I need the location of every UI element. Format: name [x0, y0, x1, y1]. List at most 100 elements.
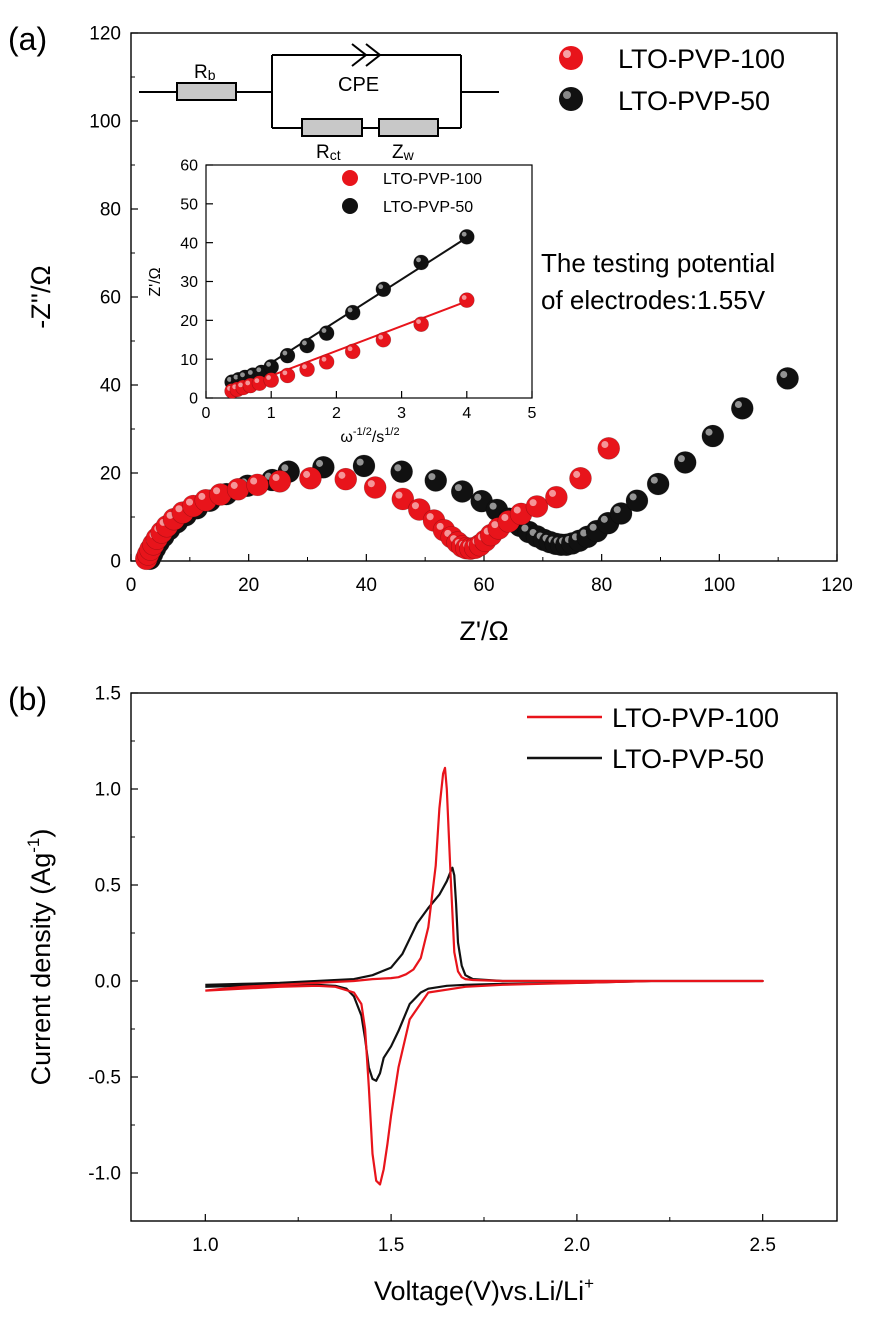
- inset-point-lto-pvp-100-highlight: [416, 319, 421, 324]
- testing-potential-line2: of electrodes:1.55V: [541, 285, 766, 315]
- inset-point-lto-pvp-50-highlight: [347, 307, 353, 313]
- cv-curve-lto-pvp-50: [205, 866, 764, 1082]
- y-tick-label: 0.5: [95, 876, 121, 897]
- nyquist-point-lto-pvp-100: [334, 467, 358, 491]
- inset-point-lto-pvp-50: [279, 347, 296, 364]
- nyquist-point-lto-pvp-100-highlight: [548, 489, 557, 497]
- nyquist-point-lto-pvp-50-highlight: [650, 476, 658, 484]
- y-tick-label: 60: [100, 288, 121, 309]
- x-tick-label: 1: [267, 405, 276, 422]
- y-tick-label: 20: [100, 464, 121, 485]
- inset-point-lto-pvp-100: [263, 372, 280, 388]
- inset-point-lto-pvp-100: [318, 354, 335, 370]
- nyquist-point-lto-pvp-50: [646, 472, 670, 496]
- nyquist-point-lto-pvp-50-highlight: [281, 464, 289, 472]
- x-tick-label: 0: [202, 405, 211, 422]
- x-tick-label: 80: [591, 575, 612, 596]
- inset-point-lto-pvp-50: [344, 304, 361, 321]
- nyquist-point-lto-pvp-50-highlight: [521, 524, 529, 532]
- inset-x-label: ω-1/2/s1/2: [340, 426, 399, 446]
- inset-y-label: Z'/Ω: [147, 267, 164, 296]
- nyquist-point-lto-pvp-100: [268, 470, 292, 493]
- nyquist-point-lto-pvp-50: [673, 451, 697, 474]
- nyquist-point-lto-pvp-100: [226, 477, 250, 501]
- inset-point-lto-pvp-100: [458, 292, 475, 308]
- inset-point-lto-pvp-100-highlight: [347, 346, 353, 352]
- inset-point-lto-pvp-50-highlight: [461, 231, 467, 237]
- nyquist-point-lto-pvp-100-highlight: [426, 513, 434, 521]
- inset-point-lto-pvp-100-highlight: [282, 370, 288, 376]
- y-tick-label: 120: [89, 24, 121, 45]
- x-tick-label: 1.0: [192, 1235, 218, 1256]
- panel-b-label: (b): [8, 681, 47, 717]
- inset-point-lto-pvp-50: [263, 359, 280, 375]
- legend-marker-lto-pvp-50: [559, 87, 583, 111]
- inset-point-lto-pvp-100-highlight: [245, 380, 251, 386]
- legend-marker-highlight: [563, 50, 571, 58]
- nyquist-point-lto-pvp-50-highlight: [316, 459, 324, 467]
- x-tick-label: 4: [462, 405, 471, 422]
- nyquist-point-lto-pvp-100-highlight: [213, 487, 221, 495]
- cv-ticks: 1.0 1.5 2.0 2.5 -1.0 -0.5 0.0 0.5 1.0 1.5: [88, 684, 776, 1256]
- nyquist-point-lto-pvp-50: [450, 480, 474, 503]
- resistor-rb: [176, 82, 237, 101]
- nyquist-point-lto-pvp-100: [545, 485, 568, 509]
- x-tick-label: 120: [821, 575, 853, 596]
- inset-point-lto-pvp-100: [279, 367, 296, 384]
- nyquist-point-lto-pvp-50-highlight: [613, 506, 621, 514]
- y-tick-label: 40: [180, 235, 198, 252]
- equivalent-circuit-diagram: [139, 43, 499, 137]
- y-tick-label: 30: [180, 274, 198, 291]
- nyquist-point-lto-pvp-50-highlight: [705, 428, 713, 436]
- y-tick-label: 100: [89, 112, 121, 133]
- nyquist-point-lto-pvp-100-highlight: [513, 506, 521, 514]
- nyquist-point-lto-pvp-50-highlight: [580, 529, 588, 537]
- y-tick-label: 40: [100, 376, 121, 397]
- nyquist-point-lto-pvp-100: [299, 466, 322, 490]
- inset-point-lto-pvp-50-highlight: [247, 370, 253, 375]
- inset-legend: LTO-PVP-100 LTO-PVP-50: [342, 170, 482, 216]
- y-tick-label: 10: [180, 352, 198, 369]
- nyquist-point-lto-pvp-50-highlight: [629, 493, 637, 501]
- nyquist-point-lto-pvp-100: [246, 473, 269, 497]
- inset-point-lto-pvp-100: [299, 361, 315, 378]
- legend-marker-highlight: [563, 91, 571, 99]
- cpe-label: CPE: [338, 74, 379, 96]
- inset-point-lto-pvp-100-highlight: [461, 295, 467, 300]
- inset-points: [224, 229, 475, 399]
- y-tick-label: 1.0: [95, 780, 121, 801]
- y-tick-label: 60: [180, 158, 198, 175]
- nyquist-x-label: Z'/Ω: [459, 616, 508, 646]
- inset-point-lto-pvp-50-highlight: [233, 374, 239, 380]
- nyquist-point-lto-pvp-100-highlight: [250, 477, 258, 485]
- nyquist-point-lto-pvp-50-highlight: [474, 493, 482, 501]
- inset-point-lto-pvp-100-highlight: [238, 382, 243, 388]
- inset-legend-label-lto-pvp-100: LTO-PVP-100: [383, 171, 482, 188]
- nyquist-point-lto-pvp-50-highlight: [589, 523, 597, 531]
- x-tick-label: 2.5: [749, 1235, 775, 1256]
- y-tick-label: 0: [110, 552, 121, 573]
- x-tick-label: 0: [126, 575, 137, 596]
- x-tick-label: 5: [528, 405, 537, 422]
- inset-point-lto-pvp-100: [375, 331, 392, 348]
- inset-point-lto-pvp-50: [375, 281, 392, 298]
- resistor-rct: [301, 118, 363, 137]
- inset-legend-label-lto-pvp-50: LTO-PVP-50: [383, 199, 473, 216]
- nyquist-point-lto-pvp-100: [597, 437, 621, 460]
- x-tick-label: 40: [356, 575, 377, 596]
- nyquist-point-lto-pvp-50-highlight: [734, 400, 742, 408]
- y-tick-label: -0.5: [88, 1068, 121, 1089]
- rb-label: Rb: [194, 62, 216, 83]
- nyquist-point-lto-pvp-100-highlight: [395, 491, 403, 499]
- cv-curve-lto-pvp-100: [205, 766, 764, 1186]
- inset-point-lto-pvp-50-highlight: [416, 257, 421, 263]
- legend-label-lto-pvp-50: LTO-PVP-50: [618, 86, 770, 116]
- cpe-symbol: [351, 43, 382, 67]
- warburg-zw: [378, 118, 439, 137]
- inset-point-lto-pvp-100: [413, 316, 429, 333]
- nyquist-point-lto-pvp-100-highlight: [573, 470, 581, 478]
- inset-legend-marker-lto-pvp-100: [342, 170, 358, 186]
- nyquist-point-lto-pvp-100: [363, 476, 387, 499]
